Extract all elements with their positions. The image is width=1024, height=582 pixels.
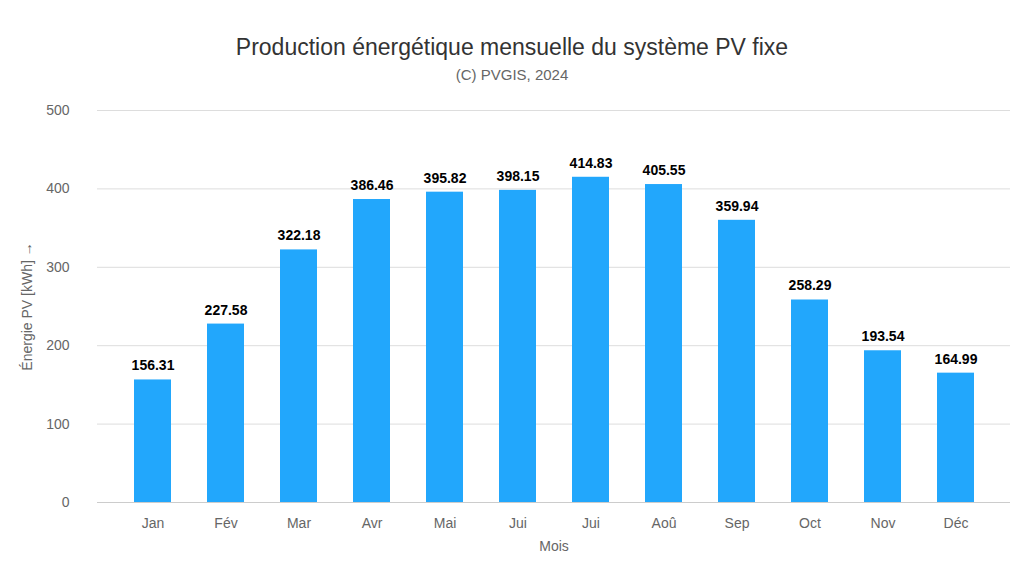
svg-text:200: 200	[46, 337, 70, 353]
svg-text:Jui: Jui	[509, 515, 527, 531]
svg-text:Nov: Nov	[871, 515, 896, 531]
svg-text:395.82: 395.82	[424, 170, 467, 186]
svg-text:164.99: 164.99	[935, 351, 978, 367]
svg-text:Énergie PV [kWh] →: Énergie PV [kWh] →	[19, 242, 35, 370]
svg-text:156.31: 156.31	[132, 357, 175, 373]
svg-text:Mai: Mai	[434, 515, 457, 531]
svg-text:Mar: Mar	[287, 515, 311, 531]
svg-text:Fév: Fév	[214, 515, 237, 531]
html-text:(C) PVGIS, 2024: (C) PVGIS, 2024	[455, 66, 569, 83]
svg-text:258.29: 258.29	[789, 277, 832, 293]
svg-text:0: 0	[62, 494, 70, 510]
svg-text:227.58: 227.58	[205, 302, 248, 318]
svg-text:322.18: 322.18	[278, 227, 321, 243]
svg-text:359.94: 359.94	[716, 198, 759, 214]
svg-text:Jan: Jan	[142, 515, 165, 531]
svg-text:300: 300	[46, 259, 70, 275]
svg-text:Avr: Avr	[362, 515, 383, 531]
svg-text:Déc: Déc	[944, 515, 969, 531]
svg-text:400: 400	[46, 180, 70, 196]
html-text:Production énergétique mensuel: Production énergétique mensuelle du syst…	[235, 34, 789, 60]
svg-text:Oct: Oct	[799, 515, 821, 531]
svg-text:386.46: 386.46	[351, 177, 394, 193]
svg-text:500: 500	[46, 102, 70, 118]
svg-text:Aoû: Aoû	[652, 515, 677, 531]
svg-text:Mois: Mois	[539, 538, 569, 554]
svg-text:398.15: 398.15	[497, 168, 540, 184]
svg-text:100: 100	[46, 416, 70, 432]
svg-text:193.54: 193.54	[862, 328, 905, 344]
svg-text:Jui: Jui	[582, 515, 600, 531]
svg-text:405.55: 405.55	[643, 162, 686, 178]
svg-text:Sep: Sep	[725, 515, 750, 531]
svg-text:414.83: 414.83	[570, 155, 613, 171]
